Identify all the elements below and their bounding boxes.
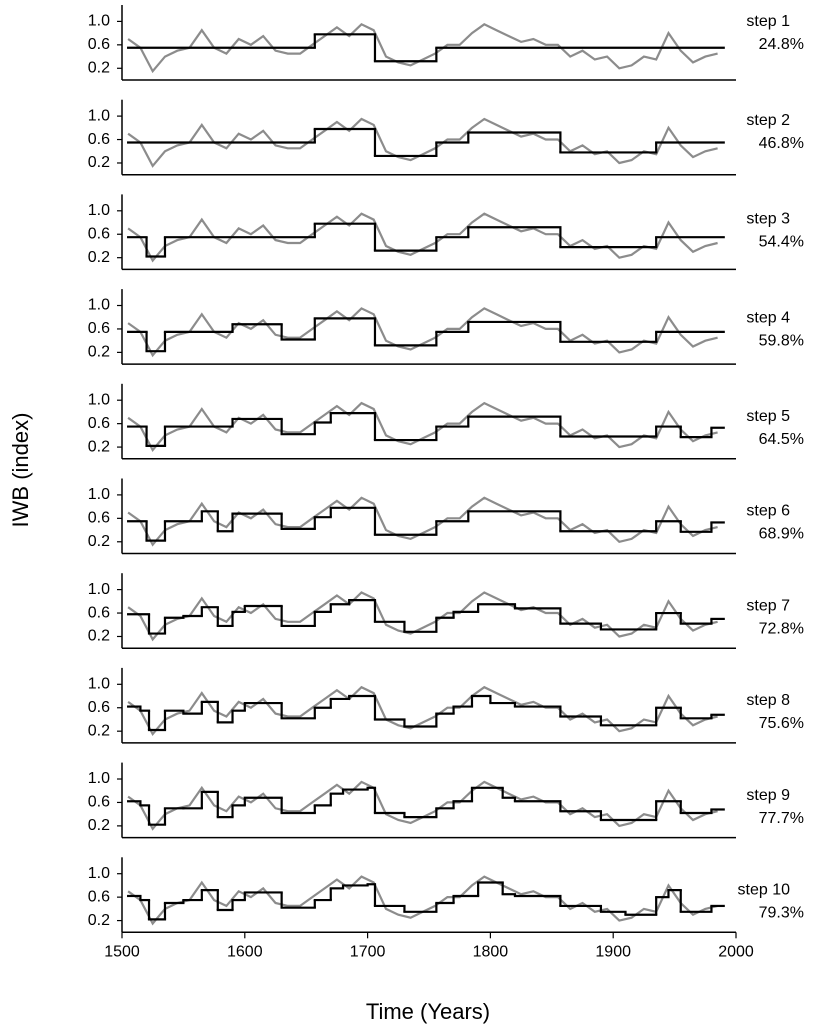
y-tick-label: 1.0	[88, 13, 110, 30]
y-tick-label: 1.0	[88, 581, 110, 598]
step-percent: 46.8%	[759, 135, 804, 152]
raw-line	[127, 875, 718, 926]
y-tick-label: 0.2	[88, 438, 110, 455]
y-tick-label: 1.0	[88, 676, 110, 693]
step-percent: 64.5%	[759, 431, 804, 448]
raw-line	[127, 780, 718, 831]
y-tick-label: 0.6	[88, 794, 110, 811]
raw-line	[127, 22, 718, 74]
x-tick-label: 1500	[104, 944, 140, 961]
y-tick-label: 1.0	[88, 391, 110, 408]
y-axis-label: IWB (index)	[8, 413, 33, 528]
y-tick-label: 1.0	[88, 486, 110, 503]
step-percent: 59.8%	[759, 332, 804, 349]
y-tick-label: 0.2	[88, 628, 110, 645]
y-tick-label: 0.2	[88, 344, 110, 361]
y-tick-label: 0.6	[88, 604, 110, 621]
x-tick-label: 1600	[227, 944, 263, 961]
y-tick-label: 0.2	[88, 722, 110, 739]
step-label: step 7	[746, 597, 790, 614]
raw-line	[127, 212, 718, 263]
y-tick-label: 0.6	[88, 888, 110, 905]
raw-line	[127, 401, 718, 452]
y-tick-label: 0.6	[88, 510, 110, 527]
y-tick-label: 0.6	[88, 320, 110, 337]
y-tick-label: 0.6	[88, 36, 110, 53]
step-label: step 1	[746, 13, 790, 30]
x-tick-label: 2000	[718, 944, 754, 961]
step-percent: 72.8%	[759, 620, 804, 637]
y-tick-label: 0.6	[88, 131, 110, 148]
y-tick-label: 1.0	[88, 202, 110, 219]
y-tick-label: 1.0	[88, 107, 110, 124]
step-label: step 2	[746, 112, 790, 129]
step-percent: 79.3%	[759, 905, 804, 922]
raw-line	[127, 685, 718, 737]
step-label: step 5	[746, 408, 790, 425]
step-percent: 75.6%	[759, 715, 804, 732]
y-tick-label: 0.2	[88, 60, 110, 77]
y-tick-label: 0.2	[88, 912, 110, 929]
y-tick-label: 0.2	[88, 817, 110, 834]
step-label: step 10	[738, 882, 791, 899]
raw-line	[127, 307, 718, 358]
step-percent: 54.4%	[759, 234, 804, 251]
y-tick-label: 0.6	[88, 699, 110, 716]
y-tick-label: 0.6	[88, 225, 110, 242]
raw-line	[127, 496, 718, 547]
step-label: step 3	[746, 211, 790, 228]
step-label: step 8	[746, 692, 790, 709]
y-tick-label: 1.0	[88, 865, 110, 882]
y-tick-label: 0.2	[88, 533, 110, 550]
step-percent: 68.9%	[759, 526, 804, 543]
step-percent: 77.7%	[759, 810, 804, 827]
y-tick-label: 1.0	[88, 770, 110, 787]
step-label: step 9	[746, 787, 790, 804]
y-tick-label: 0.2	[88, 154, 110, 171]
x-tick-label: 1900	[595, 944, 631, 961]
y-tick-label: 1.0	[88, 297, 110, 314]
x-tick-label: 1800	[473, 944, 509, 961]
x-axis-label: Time (Years)	[366, 999, 490, 1024]
y-tick-label: 0.2	[88, 249, 110, 266]
x-tick-label: 1700	[350, 944, 386, 961]
raw-line	[127, 117, 718, 168]
step-label: step 4	[746, 309, 790, 326]
step-label: step 6	[746, 503, 790, 520]
raw-line	[127, 591, 718, 642]
y-tick-label: 0.6	[88, 415, 110, 432]
step-percent: 24.8%	[759, 36, 804, 53]
